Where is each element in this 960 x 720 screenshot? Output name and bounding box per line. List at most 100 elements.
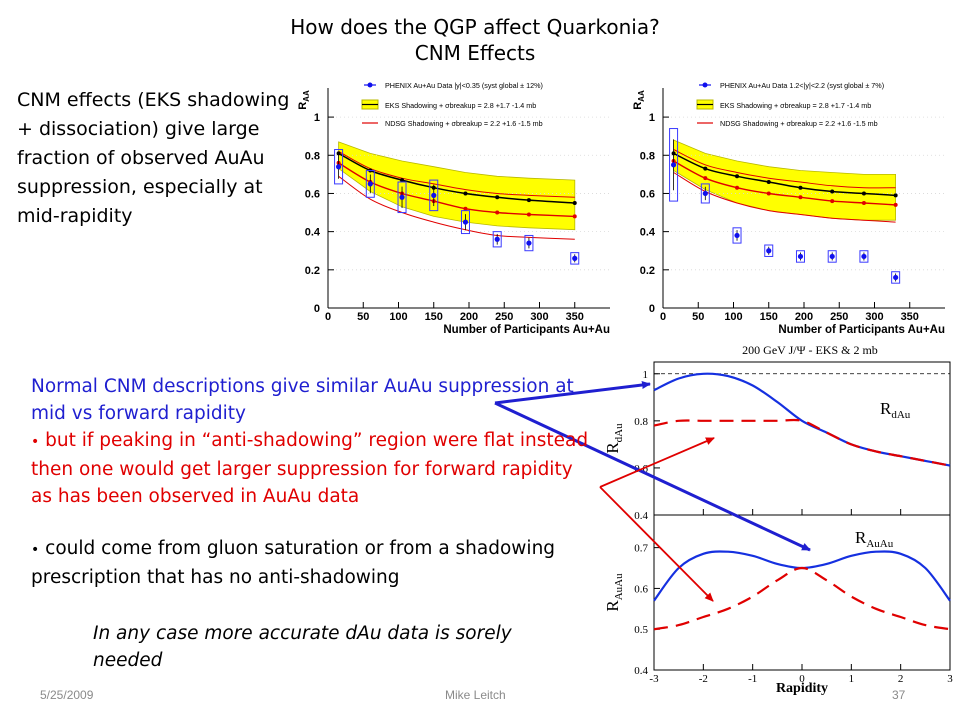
legend-label-ndsg: NDSG Shadowing + σbreakup = 2.2 +1.6 -1.… [720, 119, 878, 128]
x-tick-label: 3 [947, 673, 953, 685]
dau-data-note: In any case more accurate dAu data is so… [93, 623, 512, 671]
x-tick-label: 150 [760, 311, 778, 323]
ndsg-shadowing-line [673, 160, 896, 206]
y-axis-label: RdAu [603, 423, 625, 454]
panel-label: RAuAu [855, 528, 894, 550]
chart-raa-mid-rapidity: 0 0.2 0.4 0.6 0.8 1 0 50 100 150 200 250 300 350Numbe… [297, 81, 610, 336]
ndsg-shadowing-bound [673, 149, 896, 189]
sys-error-box [891, 271, 901, 284]
y-axis-label-sub: AA [637, 90, 646, 102]
y-axis-label: RAA [632, 90, 646, 110]
x-tick-label: 100 [724, 311, 742, 323]
sys-error-box [397, 181, 407, 214]
y-tick-label: 0.2 [305, 265, 320, 277]
y-tick-label: 0.8 [305, 150, 320, 162]
x-tick-label: 0 [799, 673, 805, 685]
y-tick-label: 0.5 [634, 624, 648, 636]
sys-error-box [492, 231, 502, 248]
legend-label-eks: EKS Shadowing + σbreakup = 2.8 +1.7 -1.4… [385, 101, 536, 110]
y-tick-label: 0.4 [634, 510, 648, 522]
sys-error-box [732, 227, 742, 244]
sys-error-box [764, 244, 774, 257]
x-tick-label: -1 [748, 673, 757, 685]
red-arrow-to-rauau [599, 486, 714, 602]
red-arrow-to-rdau [599, 437, 715, 488]
eks-point [735, 174, 740, 179]
x-axis-label: Number of Participants Au+Au [778, 324, 945, 336]
ndsg-point [798, 195, 803, 200]
footer-date: 5/25/2009 [40, 688, 94, 702]
eks-point [400, 178, 405, 183]
y-axis-label-sub: AuAu [613, 573, 625, 600]
data-point [766, 248, 772, 254]
eks-point [798, 185, 803, 190]
panel-label-sub: AuAu [866, 538, 893, 550]
x-tick-label: 350 [901, 311, 919, 323]
y-tick-label: 1 [643, 369, 649, 381]
data-point [893, 274, 899, 281]
y-tick-label: 0.8 [640, 150, 655, 162]
y-tick-label: 0.6 [640, 188, 655, 200]
y-tick-label: 0.4 [305, 227, 321, 239]
data-point [829, 253, 835, 260]
legend-label-eks: EKS Shadowing + σbreakup = 2.8 +1.7 -1.4… [720, 101, 871, 110]
y-tick-label: 0.6 [305, 188, 320, 200]
sys-error-box [334, 149, 344, 185]
eks-point [336, 151, 341, 156]
ndsg-point [463, 206, 468, 211]
eks-point [495, 195, 500, 200]
x-tick-label: 150 [425, 311, 443, 323]
y-tick-label: 0 [314, 303, 320, 315]
y-tick-label: 0.8 [634, 416, 648, 428]
data-point [572, 255, 578, 261]
sys-error-box [570, 252, 580, 265]
eks-point [861, 191, 866, 196]
blue-arrow-to-rdau [494, 381, 651, 405]
sys-error-box [460, 210, 470, 235]
y-tick-label: 0 [649, 303, 655, 315]
y-axis-label-main: R [297, 102, 309, 110]
x-tick-label: 2 [898, 673, 904, 685]
y-axis-label: RAA [297, 90, 311, 110]
normal-cnm-text: Normal CNM descriptions give similar AuA… [31, 376, 574, 424]
cnm-effects-text: CNM effects (EKS shadowing + dissociatio… [17, 89, 290, 227]
eks-shadowing-line [338, 152, 575, 204]
legend-label-data: PHENIX Au+Au Data 1.2<|y|<2.2 (syst glob… [720, 81, 884, 90]
footer-page-number: 37 [892, 688, 906, 702]
eks-point [830, 189, 835, 194]
data-point [431, 192, 437, 198]
data-point [734, 232, 740, 239]
data-point [670, 162, 677, 168]
title-line-1: How does the QGP affect Quarkonia? [290, 15, 660, 39]
x-tick-label: 0 [325, 311, 331, 323]
ndsg-shadowing-bound [338, 151, 575, 198]
eks-point [463, 191, 468, 196]
chart-rapidity-eks: 200 GeV J/Ψ - EKS & 2 mb0.40.60.81RdAuRd… [603, 343, 953, 696]
x-axis-label: Number of Participants Au+Au [443, 324, 610, 336]
y-tick-label: 1 [314, 112, 320, 124]
sys-error-box [365, 170, 375, 198]
eks-point [766, 180, 771, 184]
ndsg-shadowing-line [338, 162, 575, 218]
y-axis-label-main: R [603, 600, 622, 612]
panel-label-main: R [855, 528, 867, 547]
flat-antishadowing-curve [653, 566, 951, 631]
panel-label-sub: dAu [891, 409, 910, 421]
x-tick-label: 200 [795, 311, 813, 323]
slide-title: How does the QGP affect Quarkonia? CNM E… [0, 14, 960, 66]
ndsg-point [526, 212, 531, 217]
eks-point [703, 166, 708, 171]
x-tick-label: 1 [849, 673, 855, 685]
data-point [797, 253, 804, 260]
sys-error-box [669, 128, 679, 202]
ndsg-point [766, 191, 771, 196]
y-axis-label-main: R [603, 442, 622, 454]
data-point [526, 240, 532, 246]
x-tick-label: 50 [692, 311, 704, 323]
y-axis-label: RAuAu [603, 573, 625, 612]
x-tick-label: -3 [649, 673, 659, 685]
panel-label: RdAu [880, 399, 911, 421]
ndsg-point [495, 210, 500, 215]
ndsg-point [861, 201, 866, 205]
